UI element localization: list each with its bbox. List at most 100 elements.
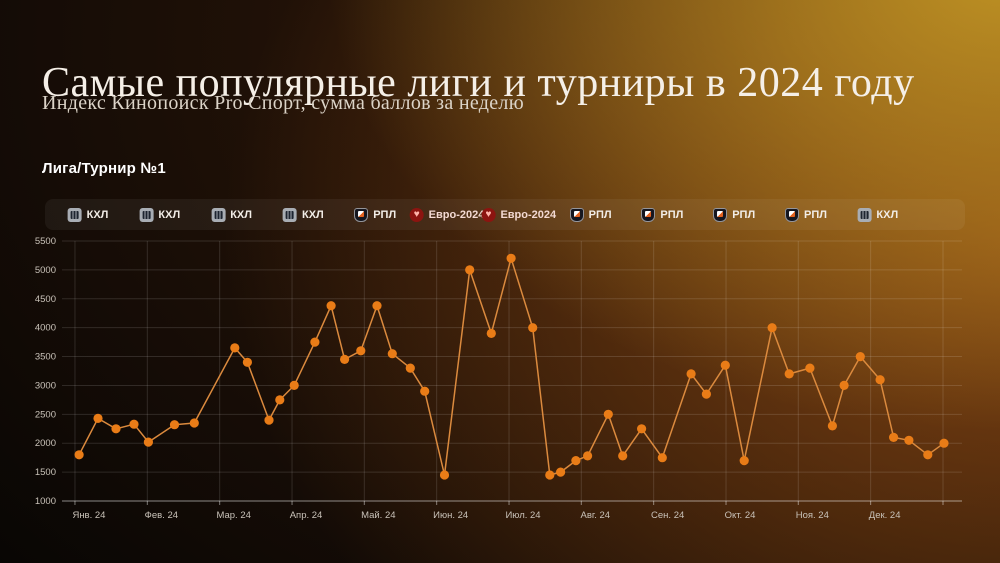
y-tick-label: 5000 xyxy=(35,265,56,276)
data-point-marker xyxy=(875,375,885,385)
league-badge: Евро-2024 xyxy=(481,199,556,230)
data-point-marker xyxy=(486,328,496,338)
data-point-marker xyxy=(420,386,430,396)
data-point-marker xyxy=(855,352,865,362)
data-point-marker xyxy=(129,419,139,429)
league-badge-label: Евро-2024 xyxy=(500,208,557,221)
data-point-marker xyxy=(372,301,382,311)
x-tick-label: Авг. 24 xyxy=(581,510,611,521)
league-badge-label: РПЛ xyxy=(588,208,612,221)
league-badge-label: Евро-2024 xyxy=(428,208,485,221)
league-badge: КХЛ xyxy=(139,199,180,230)
data-point-marker xyxy=(739,456,749,466)
x-tick-label: Мар. 24 xyxy=(216,510,250,521)
data-point-marker xyxy=(387,349,397,359)
league-badge: РПЛ xyxy=(785,199,827,230)
data-point-marker xyxy=(686,369,696,379)
khl-logo-icon xyxy=(857,207,872,222)
data-point-marker xyxy=(439,470,450,480)
data-point-marker xyxy=(465,265,475,275)
data-point-marker xyxy=(528,323,538,333)
league-badge: РПЛ xyxy=(569,199,612,230)
page-title: Самые популярные лиги и турниры в 2024 г… xyxy=(42,60,915,107)
data-point-marker xyxy=(143,437,153,447)
data-point-marker xyxy=(506,253,516,263)
y-tick-label: 3500 xyxy=(35,352,56,363)
data-point-marker xyxy=(701,389,712,399)
euro-logo-icon xyxy=(409,207,424,222)
page-subtitle: Индекс Кинопоиск Pro Спорт, сумма баллов… xyxy=(42,92,524,114)
league-badge: РПЛ xyxy=(641,199,683,230)
league-badge-strip: КХЛ КХЛ КХЛ КХЛ РПЛ Евро-2024 Евро-2024 РПЛ РПЛ Р… xyxy=(45,199,965,230)
league-badge-label: КХЛ xyxy=(86,208,109,221)
y-tick-label: 3000 xyxy=(35,380,56,391)
x-tick-label: Апр. 24 xyxy=(290,510,323,521)
khl-logo-icon xyxy=(283,207,297,222)
data-point-marker xyxy=(275,395,285,405)
data-point-marker xyxy=(310,337,320,347)
x-tick-label: Май. 24 xyxy=(361,510,395,521)
league-badge-label: РПЛ xyxy=(732,208,756,221)
data-point-marker xyxy=(340,354,350,364)
league-badge: Евро-2024 xyxy=(409,199,485,230)
data-point-marker xyxy=(356,346,366,356)
data-point-marker xyxy=(230,343,240,353)
y-tick-label: 5500 xyxy=(35,237,56,247)
y-tick-label: 1500 xyxy=(35,467,56,478)
data-point-marker xyxy=(784,369,794,379)
data-point-marker xyxy=(923,450,933,460)
data-point-marker xyxy=(571,456,581,466)
data-point-marker xyxy=(189,418,199,428)
x-tick-label: Фев. 24 xyxy=(145,510,178,521)
y-tick-label: 2500 xyxy=(35,409,56,420)
line-chart-svg: 1000 1500 2000 2500 3000 3500 4000 4500 5000 5500… xyxy=(35,236,962,521)
data-point-marker xyxy=(839,380,849,390)
league-badge: КХЛ xyxy=(67,199,109,230)
data-point-marker xyxy=(618,451,628,461)
x-tick-label: Окт. 24 xyxy=(725,510,756,521)
data-point-marker xyxy=(805,363,815,373)
league-badge-label: КХЛ xyxy=(230,208,252,221)
data-point-marker xyxy=(545,470,555,480)
data-point-marker xyxy=(74,450,84,460)
x-tick-label: Июл. 24 xyxy=(505,510,540,521)
league-badge-label: КХЛ xyxy=(158,208,181,221)
league-badge-label: РПЛ xyxy=(804,208,827,221)
league-badge: РПЛ xyxy=(713,199,755,230)
line-chart: 1000 1500 2000 2500 3000 3500 4000 4500 5000 5500… xyxy=(0,236,1000,537)
league-badge-label: КХЛ xyxy=(876,208,899,221)
league-badge: РПЛ xyxy=(354,199,396,230)
data-point-marker xyxy=(889,432,899,442)
data-point-marker xyxy=(111,424,121,434)
data-point-marker xyxy=(767,323,777,333)
y-tick-label: 4000 xyxy=(35,323,56,334)
rpl-logo-icon xyxy=(641,207,656,222)
data-point-marker xyxy=(603,409,613,419)
euro-logo-icon xyxy=(481,207,496,222)
data-point-marker xyxy=(904,435,914,445)
x-tick-label: Сен. 24 xyxy=(651,510,684,521)
data-point-marker xyxy=(169,420,180,430)
rpl-logo-icon xyxy=(785,207,800,222)
data-point-marker xyxy=(637,424,647,434)
section-label: Лига/Турнир №1 xyxy=(42,160,166,177)
x-tick-label: Ноя. 24 xyxy=(796,510,829,521)
data-point-marker xyxy=(264,415,274,425)
data-point-marker xyxy=(405,363,415,373)
data-point-marker xyxy=(93,413,103,423)
khl-logo-icon xyxy=(211,207,226,222)
y-tick-label: 2000 xyxy=(35,438,56,449)
data-point-marker xyxy=(556,467,566,477)
x-tick-label: Июн. 24 xyxy=(433,510,468,521)
data-point-marker xyxy=(326,301,336,311)
league-badge: КХЛ xyxy=(283,199,324,230)
rpl-logo-icon xyxy=(713,207,728,222)
x-tick-label: Дек. 24 xyxy=(869,510,901,521)
rpl-logo-icon xyxy=(569,207,584,222)
data-point-marker xyxy=(939,438,949,448)
league-badge-label: РПЛ xyxy=(660,208,684,221)
khl-logo-icon xyxy=(139,207,154,222)
data-point-marker xyxy=(242,357,252,367)
league-badge: КХЛ xyxy=(211,199,252,230)
data-point-marker xyxy=(289,380,299,390)
